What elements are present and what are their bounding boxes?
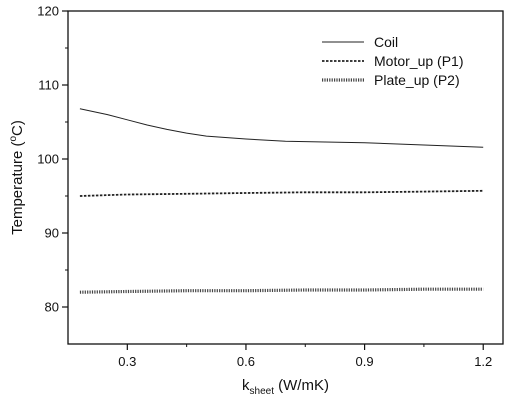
- x-axis-title-main: k: [242, 377, 250, 394]
- series-line-2: [79, 189, 484, 197]
- y-axis-title: Temperature (oC): [8, 120, 26, 235]
- x-axis-title-subscript: sheet: [250, 386, 275, 397]
- x-axis: 0.3 0.6 0.9 1.2: [118, 344, 492, 369]
- series-layer: [79, 108, 484, 294]
- plot-frame: [67, 10, 504, 345]
- y-tick-label: 90: [45, 226, 59, 241]
- y-tick-label: 80: [45, 300, 59, 315]
- x-tick-label: 0.3: [118, 354, 136, 369]
- y-axis: 80 90 100 110 120: [37, 4, 68, 315]
- legend-label: Coil: [374, 34, 398, 50]
- x-tick-label: 1.2: [474, 354, 492, 369]
- legend-label: Plate_up (P2): [374, 72, 460, 88]
- series-line-3: [79, 287, 484, 294]
- y-axis-title-before: Temperature (: [9, 142, 26, 235]
- y-axis-title-after: C): [9, 120, 26, 136]
- x-axis-title: ksheet (W/mK): [242, 377, 329, 397]
- legend: Coil Motor_up (P1) Plate_up (P2): [322, 34, 463, 88]
- y-tick-label: 110: [38, 78, 59, 93]
- x-tick-label: 0.6: [237, 354, 255, 369]
- x-axis-title-unit: (W/mK): [274, 377, 329, 394]
- y-tick-label: 100: [37, 152, 59, 167]
- legend-label: Motor_up (P1): [374, 53, 463, 69]
- y-tick-label: 120: [37, 4, 59, 19]
- y-axis-title-superscript: o: [8, 136, 19, 142]
- series-line-1: [79, 108, 484, 148]
- x-tick-label: 0.9: [356, 354, 374, 369]
- plot-area: [67, 10, 504, 345]
